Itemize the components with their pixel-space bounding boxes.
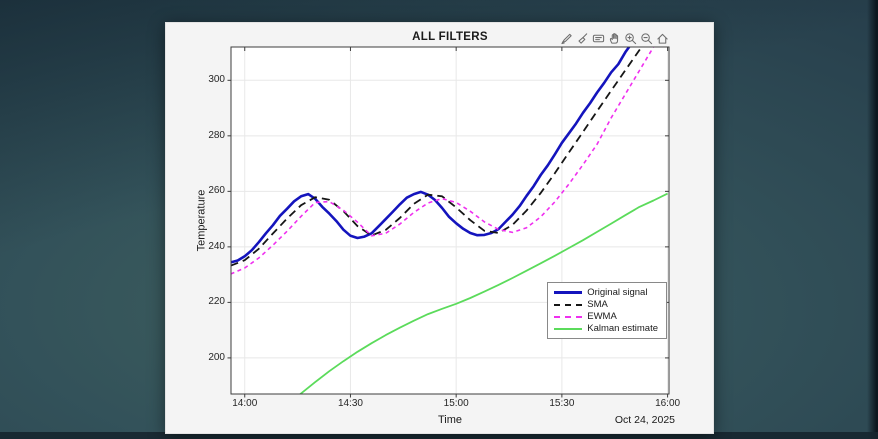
axes-box xyxy=(230,46,670,395)
plot-area[interactable]: Temperature Time Oct 24, 2025 Original s… xyxy=(196,46,680,426)
legend-label: Kalman estimate xyxy=(587,323,658,334)
series-line-sma xyxy=(231,47,643,267)
x-tick-label: 14:00 xyxy=(232,398,258,409)
zoom-out-icon[interactable] xyxy=(639,30,653,46)
x-tick-label: 15:00 xyxy=(443,398,469,409)
y-tick-label: 280 xyxy=(208,129,225,141)
datatips-icon[interactable] xyxy=(591,30,605,46)
legend-line-sample xyxy=(554,315,583,318)
x-tick-label: 14:30 xyxy=(337,398,363,409)
zoom-in-icon[interactable] xyxy=(623,30,637,46)
y-tick-label: 220 xyxy=(208,296,225,308)
screen-edge-shadow-bottom xyxy=(0,432,878,439)
legend-line-sample xyxy=(554,327,583,330)
plot-canvas[interactable] xyxy=(223,39,677,402)
legend-line-sample xyxy=(554,291,583,294)
y-axis-label: Temperature xyxy=(195,189,208,252)
legend-label: SMA xyxy=(587,299,608,310)
legend-box[interactable]: Original signal SMA EWMA Kalman estimate xyxy=(547,282,667,339)
y-tick-label: 240 xyxy=(208,240,225,252)
legend-label: EWMA xyxy=(587,311,617,322)
x-axis-date-label: Oct 24, 2025 xyxy=(614,414,675,426)
x-tick-label: 16:00 xyxy=(655,398,681,409)
x-tick-label: 15:30 xyxy=(549,398,575,409)
brush-icon[interactable] xyxy=(575,30,589,46)
pan-icon[interactable] xyxy=(607,30,621,46)
legend-line-sample xyxy=(554,303,583,306)
series-line-original-signal xyxy=(231,47,631,264)
legend-item: EWMA xyxy=(554,311,658,322)
restore-view-icon[interactable] xyxy=(655,30,669,46)
y-tick-label: 300 xyxy=(208,74,225,86)
legend-item: Original signal xyxy=(554,287,658,298)
series-line-ewma xyxy=(231,47,655,275)
legend-item: SMA xyxy=(554,299,658,310)
y-tick-label: 200 xyxy=(208,351,225,363)
y-tick-label: 260 xyxy=(208,185,225,197)
series-line-kalman-estimate xyxy=(298,192,668,394)
axes-toolbar xyxy=(559,30,669,46)
x-axis-label: Time xyxy=(437,414,463,426)
screen-edge-shadow-right xyxy=(867,0,878,439)
figure-window: ALL FILTERS Temperature Time Oct 24, 202… xyxy=(165,22,714,434)
legend-label: Original signal xyxy=(587,287,648,298)
legend-item: Kalman estimate xyxy=(554,323,658,334)
chart-title: ALL FILTERS xyxy=(412,31,488,43)
export-icon[interactable] xyxy=(559,30,573,46)
